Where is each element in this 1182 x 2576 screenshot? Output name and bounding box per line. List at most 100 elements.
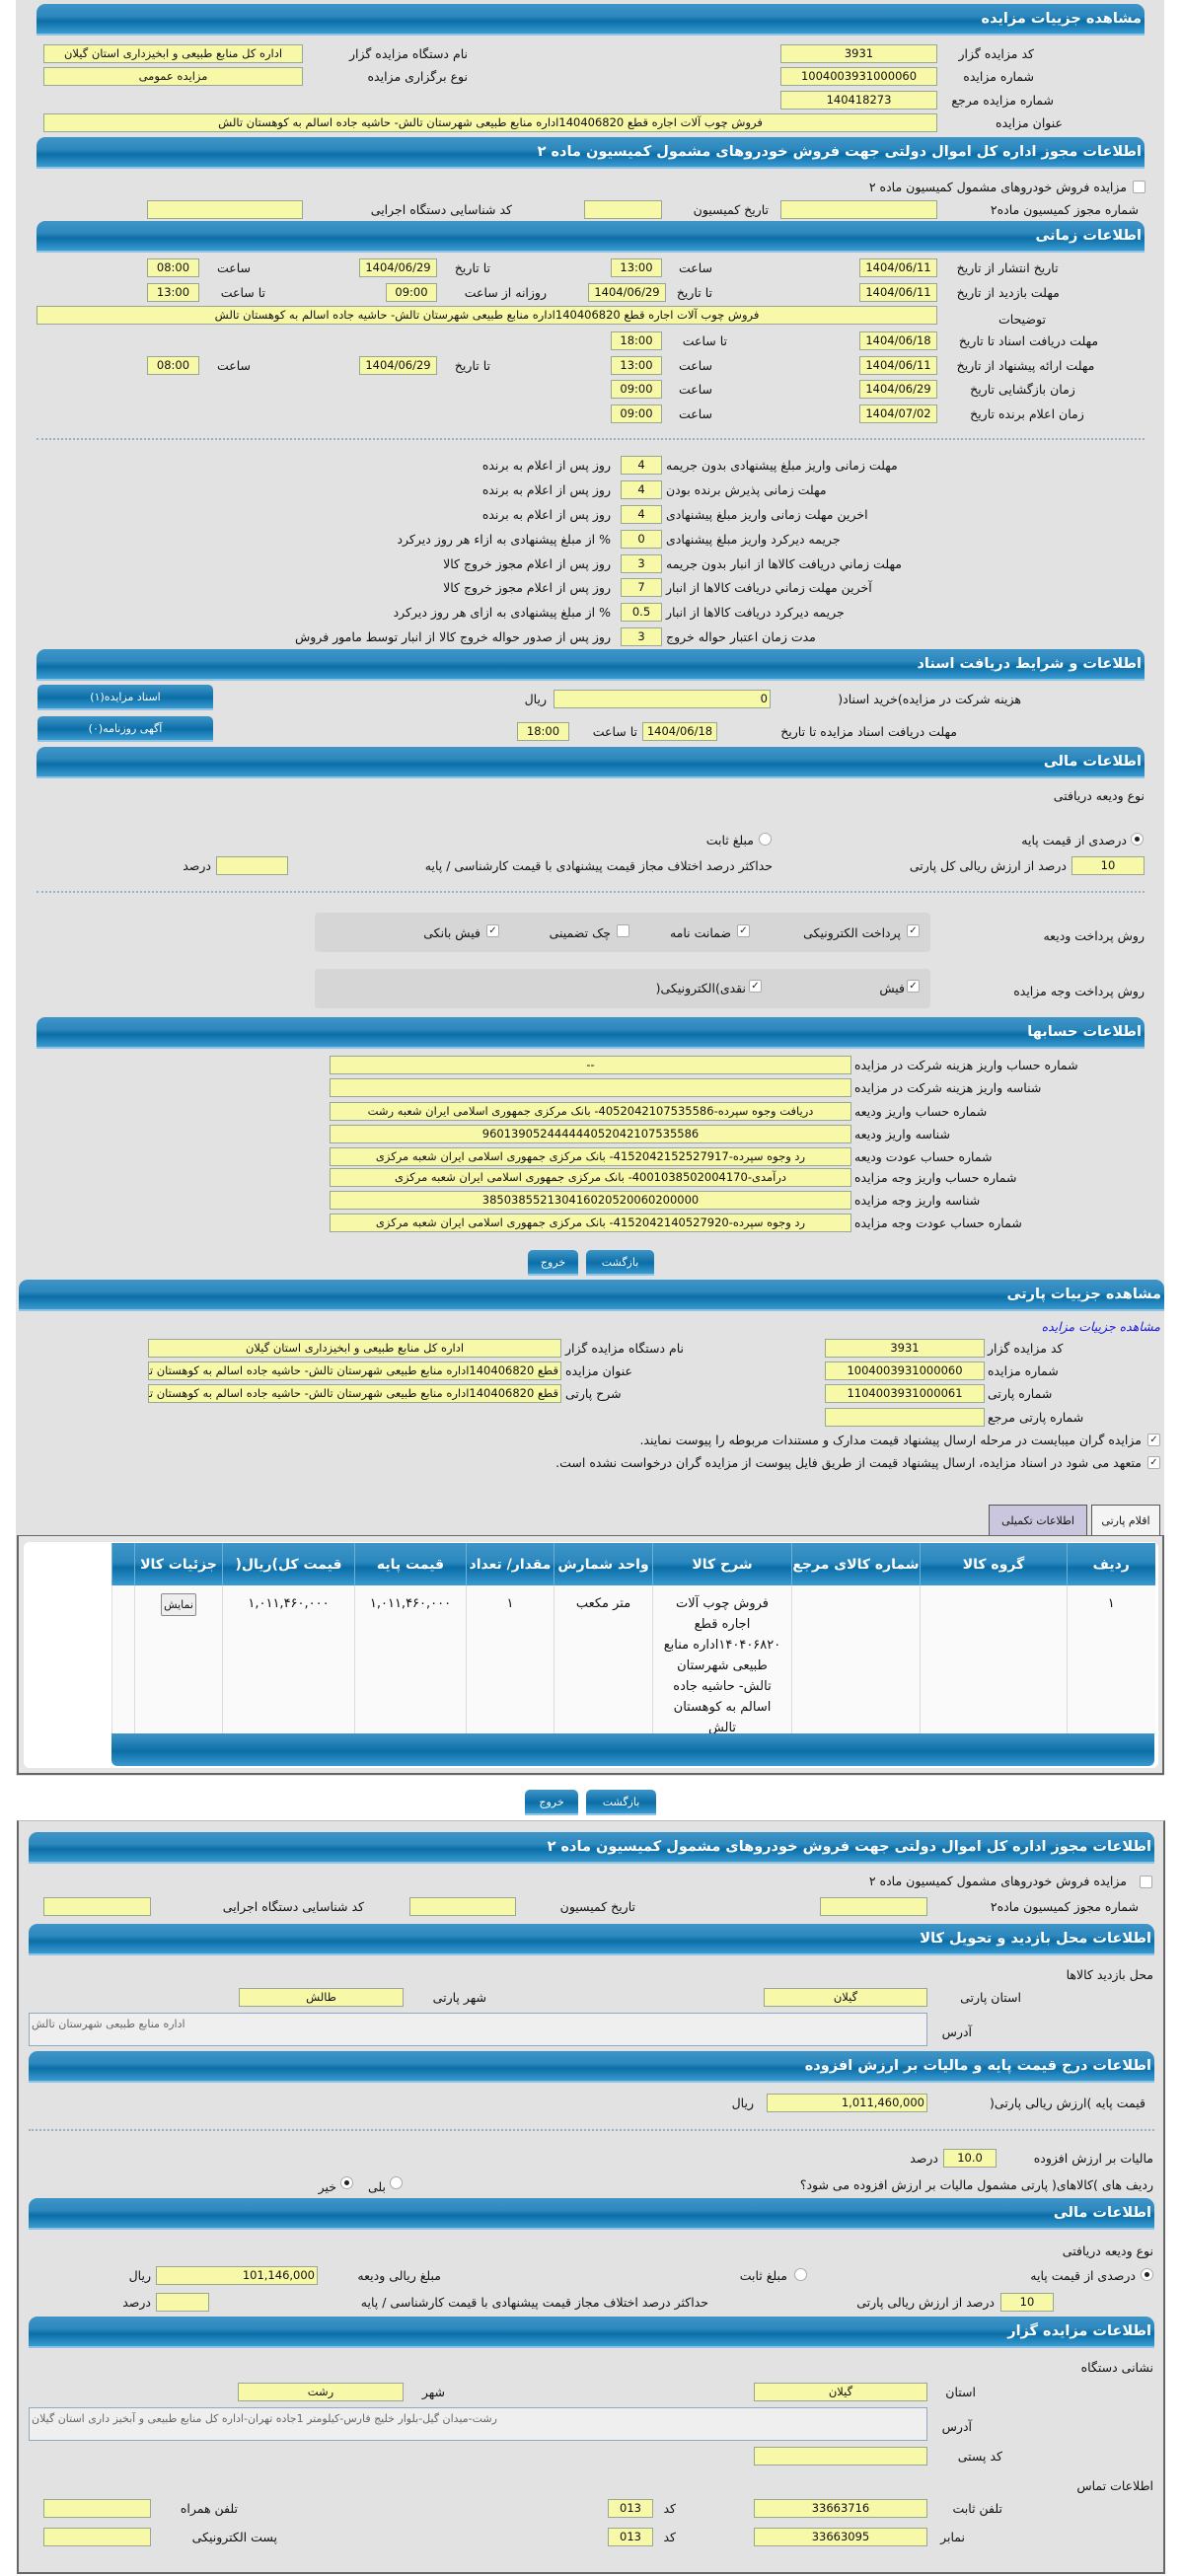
doc-deadline-time[interactable]: 18:00: [517, 722, 569, 741]
org-province-field[interactable]: گیلان: [754, 2383, 927, 2401]
publish-to-time[interactable]: 08:00: [147, 258, 199, 277]
exit-button[interactable]: خروج: [525, 1790, 578, 1815]
vat-yes-radio[interactable]: [390, 2176, 403, 2189]
publish-from-date[interactable]: 1404/06/11: [859, 258, 937, 277]
offer-to-time[interactable]: 08:00: [147, 356, 199, 375]
party-province-field[interactable]: گیلان: [764, 1988, 927, 2007]
tab-supplementary-info[interactable]: اطلاعات تکمیلی: [989, 1505, 1087, 1536]
rule-value[interactable]: 0.5: [621, 603, 662, 622]
rule-value[interactable]: 3: [621, 554, 662, 573]
account-field[interactable]: [330, 1078, 851, 1097]
permit2-date-field[interactable]: [409, 1897, 516, 1916]
winner-time[interactable]: 09:00: [611, 405, 662, 423]
vat-field[interactable]: 10.0: [943, 2149, 997, 2168]
doc-deadline-date[interactable]: 1404/06/18: [642, 722, 717, 741]
deposit2-fixed-radio[interactable]: [794, 2268, 807, 2281]
org-city-field[interactable]: رشت: [238, 2383, 404, 2401]
visit-to-date[interactable]: 1404/06/29: [588, 283, 666, 302]
fax-code-field[interactable]: 013: [608, 2528, 653, 2546]
rule-value[interactable]: 0: [621, 530, 662, 549]
party-number-field[interactable]: 1104003931000061: [825, 1384, 985, 1403]
party-address-field[interactable]: اداره منابع طبیعی شهرستان تالش: [29, 2013, 927, 2046]
back-button[interactable]: بازگشت: [586, 1250, 654, 1276]
deposit-percent-field[interactable]: 10: [1071, 856, 1145, 875]
account-field[interactable]: رد وجوه سپرده-4152042140527920- بانک مرک…: [330, 1214, 851, 1232]
docs-to-date[interactable]: 1404/06/18: [859, 331, 937, 350]
account-field[interactable]: درآمدی-4001038502004170- بانک مرکزی جمهو…: [330, 1168, 851, 1187]
party-auction-number-field[interactable]: 1004003931000060: [825, 1362, 985, 1380]
account-field[interactable]: رد وجوه سپرده-4152042152527917- بانک مرک…: [330, 1147, 851, 1166]
doc-fee-field[interactable]: 0: [554, 690, 771, 708]
phone-field[interactable]: 33663716: [754, 2499, 927, 2518]
opening-time[interactable]: 09:00: [611, 380, 662, 399]
party-desc-field[interactable]: قطع 140406820اداره منابع طبیعی شهرستان ت…: [148, 1384, 561, 1403]
subject-field[interactable]: فروش چوب آلات اجاره قطع 140406820اداره م…: [43, 113, 937, 132]
organizer-code-field[interactable]: 3931: [780, 44, 937, 63]
auction-documents-button[interactable]: اسناد مزایده(۱): [37, 685, 213, 710]
ref-number-field[interactable]: 140418273: [780, 91, 937, 110]
email-field[interactable]: [43, 2528, 151, 2546]
deposit-method-checkbox[interactable]: [617, 924, 629, 937]
party-city-field[interactable]: طالش: [239, 1988, 404, 2007]
deposit-amount-field[interactable]: 101,146,000: [156, 2266, 318, 2285]
notice-checkbox[interactable]: ✓: [1147, 1434, 1160, 1446]
party-ref-field[interactable]: [825, 1408, 985, 1427]
offer-to-date[interactable]: 1404/06/29: [359, 356, 437, 375]
auction-number-field[interactable]: 1004003931000060: [780, 67, 937, 86]
mobile-field[interactable]: [43, 2499, 151, 2518]
commission-date-field[interactable]: [584, 200, 662, 219]
account-field[interactable]: 960139052444444052042107535586: [330, 1125, 851, 1143]
deposit2-percent-field[interactable]: 10: [1000, 2293, 1054, 2312]
opening-date[interactable]: 1404/06/29: [859, 380, 937, 399]
deposit-fixed-radio[interactable]: [759, 833, 772, 846]
rule-value[interactable]: 3: [621, 627, 662, 646]
vat-no-radio[interactable]: [340, 2176, 353, 2189]
deposit-method-checkbox[interactable]: ✓: [486, 924, 499, 937]
permit2-number-field[interactable]: [820, 1897, 927, 1916]
visit-to-time[interactable]: 13:00: [147, 283, 199, 302]
offer-from-date[interactable]: 1404/06/11: [859, 356, 937, 375]
phone-code-field[interactable]: 013: [608, 2499, 653, 2518]
publish-to-date[interactable]: 1404/06/29: [359, 258, 437, 277]
back-button[interactable]: بازگشت: [586, 1790, 656, 1815]
auction-details-link[interactable]: مشاهده جزییات مزایده: [1041, 1319, 1160, 1334]
permit-checkbox[interactable]: [1133, 181, 1145, 193]
party-subject-field[interactable]: قطع 140406820اداره منابع طبیعی شهرستان ت…: [148, 1362, 561, 1380]
rule-value[interactable]: 4: [621, 505, 662, 524]
publish-from-time[interactable]: 13:00: [611, 258, 662, 277]
show-details-button[interactable]: نمایش: [161, 1593, 196, 1616]
winner-date[interactable]: 1404/07/02: [859, 405, 937, 423]
account-field[interactable]: دریافت وجوه سپرده-4052042107535586- بانک…: [330, 1102, 851, 1121]
rule-value[interactable]: 4: [621, 480, 662, 499]
base-price-field[interactable]: 1,011,460,000: [767, 2094, 927, 2112]
account-field[interactable]: --: [330, 1056, 851, 1074]
newspaper-ads-button[interactable]: آگهی روزنامه(۰): [37, 716, 213, 742]
description-field[interactable]: فروش چوب آلات اجاره قطع 140406820اداره م…: [37, 306, 937, 325]
docs-to-time[interactable]: 18:00: [611, 331, 662, 350]
postal-code-field[interactable]: [754, 2447, 927, 2466]
max-diff-field[interactable]: [216, 856, 288, 875]
rule-value[interactable]: 4: [621, 456, 662, 475]
visit-from-time[interactable]: 09:00: [386, 283, 437, 302]
organizer-name-field[interactable]: اداره کل منابع طبیعی و ابخیزداری استان گ…: [43, 44, 303, 63]
party-organizer-name-field[interactable]: اداره کل منابع طبیعی و ابخیزداری استان گ…: [148, 1339, 561, 1358]
deposit-method-checkbox[interactable]: ✓: [907, 924, 920, 937]
notice-checkbox[interactable]: ✓: [1147, 1456, 1160, 1469]
exec-code-field[interactable]: [147, 200, 303, 219]
deposit2-percent-radio[interactable]: [1141, 2268, 1153, 2281]
permit2-checkbox[interactable]: [1140, 1876, 1152, 1888]
payment-method-checkbox[interactable]: ✓: [749, 980, 762, 993]
auction-type-field[interactable]: مزایده عمومی: [43, 67, 303, 86]
party-organizer-code-field[interactable]: 3931: [825, 1339, 985, 1358]
rule-value[interactable]: 7: [621, 578, 662, 597]
visit-from-date[interactable]: 1404/06/11: [859, 283, 937, 302]
account-field[interactable]: 385038552130416020520060200000: [330, 1191, 851, 1210]
deposit-method-checkbox[interactable]: ✓: [737, 924, 750, 937]
fax-field[interactable]: 33663095: [754, 2528, 927, 2546]
permit2-exec-code-field[interactable]: [43, 1897, 151, 1916]
permit-number-field[interactable]: [780, 200, 937, 219]
offer-from-time[interactable]: 13:00: [611, 356, 662, 375]
deposit-percent-radio[interactable]: [1131, 833, 1144, 846]
exit-button[interactable]: خروج: [528, 1250, 578, 1276]
payment-method-checkbox[interactable]: ✓: [907, 980, 920, 993]
